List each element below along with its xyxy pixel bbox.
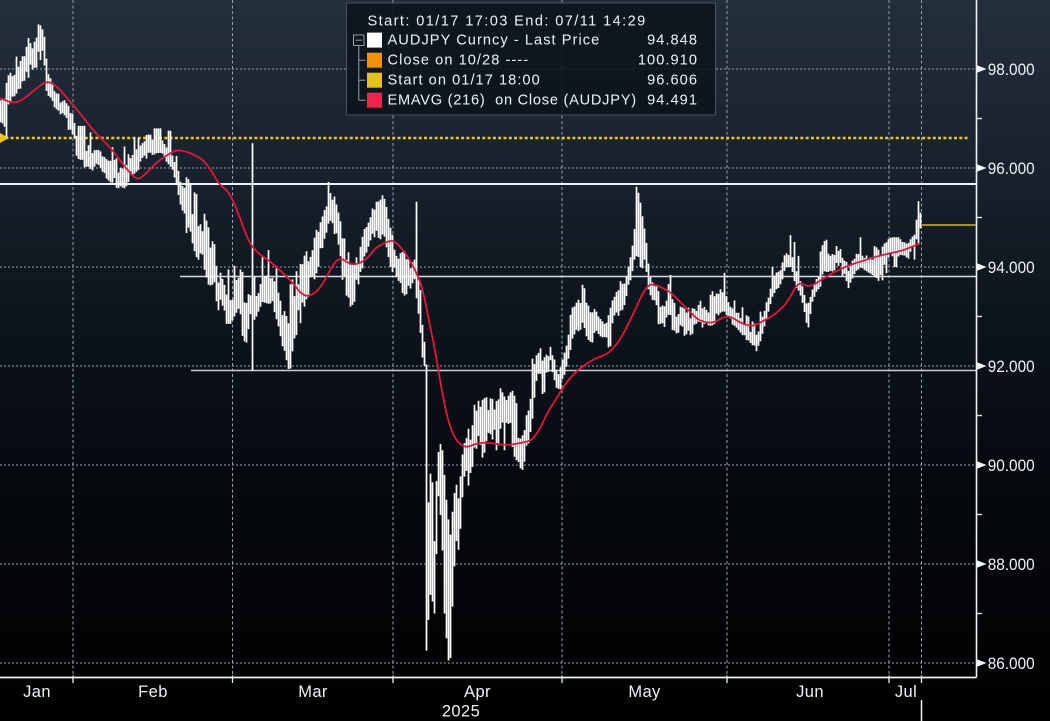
svg-text:100.910: 100.910 <box>638 52 698 68</box>
svg-text:Close on 10/28 ----: Close on 10/28 ---- <box>388 52 530 68</box>
svg-text:96.000: 96.000 <box>988 159 1035 178</box>
svg-text:Jul: Jul <box>895 683 917 701</box>
svg-text:94.491: 94.491 <box>647 92 698 108</box>
svg-text:92.000: 92.000 <box>988 357 1035 376</box>
svg-text:96.606: 96.606 <box>647 72 698 88</box>
svg-text:86.000: 86.000 <box>988 654 1035 673</box>
svg-text:94.000: 94.000 <box>988 258 1035 277</box>
svg-text:2025: 2025 <box>442 703 480 721</box>
svg-text:Start: 01/17 17:03 End: 07/11: Start: 01/17 17:03 End: 07/11 14:29 <box>368 13 647 29</box>
svg-text:88.000: 88.000 <box>988 555 1035 574</box>
svg-text:Feb: Feb <box>138 683 168 701</box>
svg-text:May: May <box>628 683 661 701</box>
svg-text:98.000: 98.000 <box>988 60 1035 79</box>
svg-text:Jan: Jan <box>23 683 51 701</box>
svg-text:EMAVG (216) on Close (AUDJPY): EMAVG (216) on Close (AUDJPY) <box>388 92 637 108</box>
svg-text:Mar: Mar <box>298 683 328 701</box>
svg-text:Apr: Apr <box>464 683 491 701</box>
svg-text:Jun: Jun <box>796 683 824 701</box>
svg-text:Start on 01/17 18:00: Start on 01/17 18:00 <box>388 72 541 88</box>
svg-text:94.848: 94.848 <box>647 32 698 48</box>
svg-text:AUDJPY Curncy - Last Price: AUDJPY Curncy - Last Price <box>388 32 601 48</box>
svg-text:90.000: 90.000 <box>988 456 1035 475</box>
